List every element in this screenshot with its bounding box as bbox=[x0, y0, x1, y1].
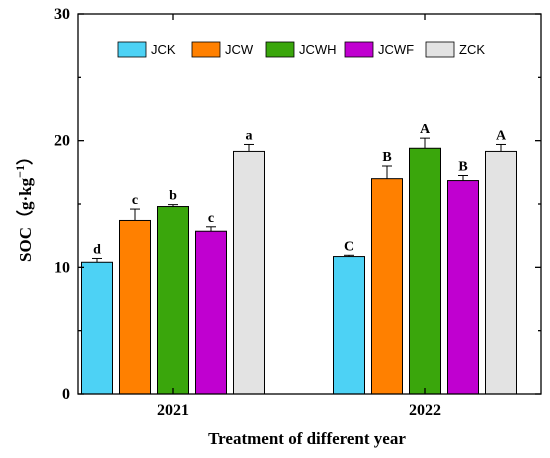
y-axis-title-open: （ bbox=[15, 210, 35, 227]
bar-jcw-2022 bbox=[371, 178, 403, 395]
bar-jck-2022 bbox=[333, 256, 365, 395]
legend-swatch-zck bbox=[425, 41, 455, 58]
legend-swatch-jck bbox=[117, 41, 147, 58]
significance-letter: C bbox=[344, 239, 354, 254]
bar-jcw-2021 bbox=[119, 219, 151, 395]
significance-letter: b bbox=[169, 189, 177, 204]
legend-swatch-jcwh bbox=[265, 41, 295, 58]
significance-letter: d bbox=[93, 242, 101, 257]
bar-jcwf-2021 bbox=[195, 230, 227, 395]
y-axis-title-sup: −1 bbox=[13, 165, 27, 178]
bar-zck-2022 bbox=[485, 150, 517, 395]
x-tick-label: 2022 bbox=[409, 402, 441, 419]
x-tick-label: 2021 bbox=[157, 402, 189, 419]
significance-labels: d c b c a C B A B A bbox=[93, 122, 507, 257]
legend-label-jcwf: JCWF bbox=[378, 42, 414, 57]
legend-swatch-jcw bbox=[191, 41, 221, 58]
axes: 0 10 20 30 2021 2022 bbox=[54, 6, 542, 419]
y-axis-title-unit: g·kg bbox=[16, 177, 35, 210]
significance-letter: B bbox=[458, 160, 467, 175]
significance-letter: A bbox=[496, 128, 507, 143]
y-tick-label: 10 bbox=[54, 259, 70, 276]
bar-jck-2021 bbox=[81, 261, 113, 395]
legend-label-zck: ZCK bbox=[459, 42, 485, 57]
bar-jcwh-2021 bbox=[157, 206, 189, 395]
bar-jcwf-2022 bbox=[447, 180, 479, 395]
legend-label-jcw: JCW bbox=[225, 42, 254, 57]
legend-label-jcwh: JCWH bbox=[299, 42, 337, 57]
legend: JCK JCW JCWH JCWF ZCK bbox=[117, 41, 485, 58]
y-axis-title: SOC（g·kg−1） bbox=[13, 148, 35, 262]
significance-letter: c bbox=[208, 211, 214, 226]
significance-letter: B bbox=[382, 150, 391, 165]
y-tick-label: 20 bbox=[54, 133, 70, 150]
legend-label-jck: JCK bbox=[151, 42, 176, 57]
y-tick-label: 0 bbox=[62, 386, 70, 403]
bar-zck-2021 bbox=[233, 150, 265, 395]
y-axis-title-close: ） bbox=[15, 148, 35, 165]
legend-swatch-jcwf bbox=[344, 41, 374, 58]
y-axis-title-main: SOC bbox=[16, 227, 35, 262]
significance-letter: a bbox=[246, 128, 253, 143]
y-tick-label: 30 bbox=[54, 6, 70, 23]
bars bbox=[81, 137, 517, 395]
x-axis-title: Treatment of different year bbox=[208, 429, 406, 448]
significance-letter: A bbox=[420, 122, 431, 137]
bar-jcwh-2022 bbox=[409, 147, 441, 395]
significance-letter: c bbox=[132, 193, 138, 208]
